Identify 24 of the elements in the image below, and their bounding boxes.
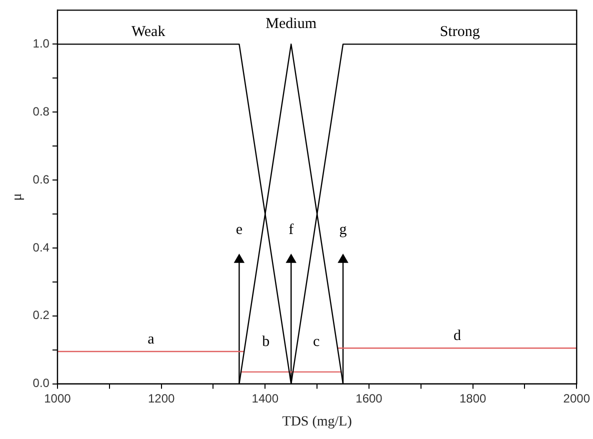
y-axis-title: μ — [10, 193, 26, 201]
y-tick-label: 1.0 — [32, 36, 50, 50]
series-label: e — [236, 222, 243, 238]
x-axis-title: TDS (mg/L) — [282, 414, 352, 430]
series-label: Medium — [266, 16, 317, 32]
series-label: Strong — [440, 24, 480, 40]
annotation: c — [312, 334, 320, 350]
x-tick-label: 1200 — [148, 391, 175, 406]
series-label: d — [453, 328, 462, 344]
x-tick-label: 1800 — [459, 391, 486, 406]
y-tick-label: 0.6 — [32, 172, 50, 186]
series-label: g — [339, 222, 348, 238]
x-tick-label: 1400 — [252, 391, 279, 406]
x-tick-label: 1600 — [356, 391, 383, 406]
y-tick-label: 0.2 — [32, 308, 50, 322]
y-tick-label: 0.4 — [32, 240, 50, 254]
y-tick-label: 0.0 — [32, 376, 50, 390]
series-label: a — [148, 331, 155, 348]
x-tick-label: 2000 — [563, 391, 590, 406]
series-label: Weak — [131, 24, 166, 40]
y-tick-label: 0.8 — [32, 104, 50, 118]
annotation: b — [262, 334, 270, 350]
series-label: f — [288, 222, 294, 238]
x-tick-label: 1000 — [44, 391, 72, 406]
